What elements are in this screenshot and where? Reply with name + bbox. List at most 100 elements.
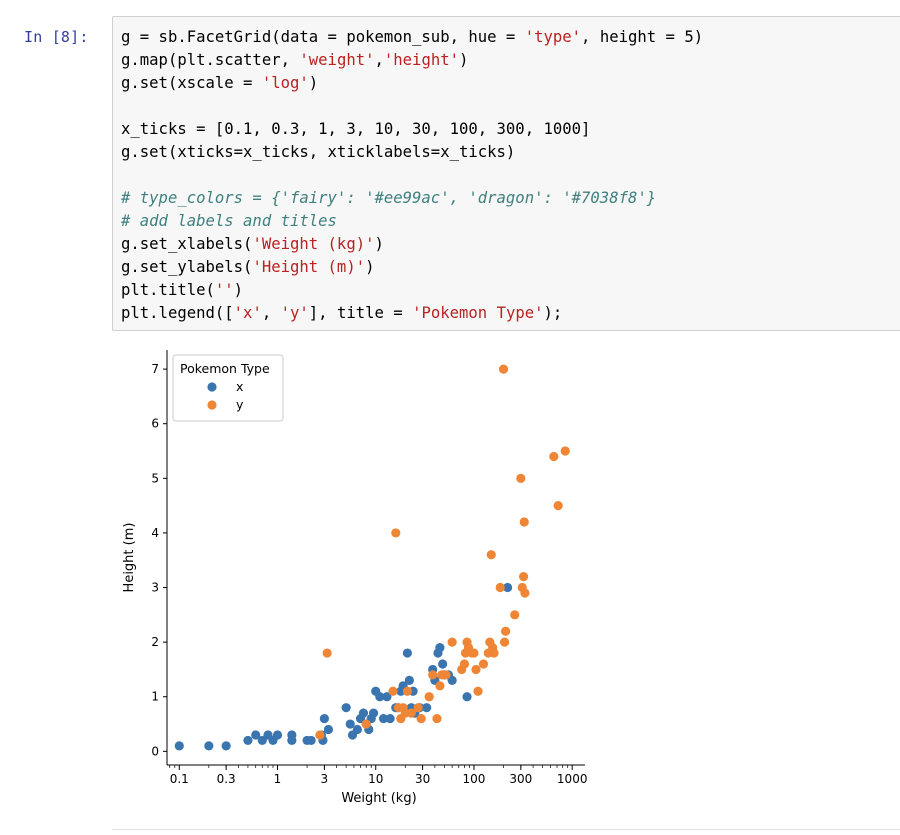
code-token: plt.title( xyxy=(121,281,215,299)
data-point-x xyxy=(358,708,369,718)
data-point-y xyxy=(413,703,423,713)
data-point-y xyxy=(435,681,445,691)
data-point-x xyxy=(323,724,334,735)
data-point-x xyxy=(287,735,297,746)
string-literal: 'log' xyxy=(261,74,309,92)
data-point-x xyxy=(375,692,385,702)
data-point-x xyxy=(319,713,329,724)
data-point-y xyxy=(495,582,505,593)
data-point-x xyxy=(352,724,362,735)
code-line: g = sb.FacetGrid(data = pokemon_sub, hue… xyxy=(121,26,703,49)
data-point-y xyxy=(406,708,416,718)
y-tick-label: 3 xyxy=(151,581,159,595)
code-line: g.set(xscale = 'log') xyxy=(121,72,703,95)
data-point-y xyxy=(322,648,332,658)
string-literal: 'x' xyxy=(233,304,262,322)
data-point-x xyxy=(345,719,355,729)
next-cell-border xyxy=(112,829,900,830)
data-point-y xyxy=(478,659,489,669)
code-token: g.set(xticks=x_ticks, xticklabels=x_tick… xyxy=(121,143,516,161)
x-tick-label: 100 xyxy=(463,772,486,786)
code-token: , height = 5) xyxy=(581,28,704,46)
data-point-x xyxy=(306,735,316,746)
x-tick-label: 0.1 xyxy=(170,772,189,786)
code-token: ) xyxy=(233,281,244,299)
data-point-x xyxy=(221,741,231,751)
data-point-x xyxy=(447,675,457,685)
code-line: plt.title('') xyxy=(121,279,703,302)
legend-title: Pokemon Type xyxy=(180,361,270,376)
data-point-x xyxy=(435,642,445,653)
code-line: g.set_xlabels('Weight (kg)') xyxy=(121,233,703,256)
code-token: ); xyxy=(543,304,563,322)
data-point-x xyxy=(385,713,395,724)
code-comment: # type_colors = {'fairy': '#ee99ac', 'dr… xyxy=(121,189,657,207)
data-point-y xyxy=(441,670,451,680)
x-tick-label: 1000 xyxy=(557,772,588,786)
data-point-y xyxy=(553,501,563,511)
code-line: # add labels and titles xyxy=(121,210,703,233)
data-point-y xyxy=(560,446,570,456)
legend-marker-x xyxy=(207,382,217,392)
code-token: ) xyxy=(459,51,469,69)
data-point-x xyxy=(503,582,513,593)
code-line: g.set(xticks=x_ticks, xticklabels=x_tick… xyxy=(121,141,703,164)
y-tick-label: 6 xyxy=(151,417,159,431)
code-token: g.set(xscale = xyxy=(121,74,262,92)
string-literal: 'Pokemon Type' xyxy=(412,304,544,322)
legend-marker-y xyxy=(207,400,217,410)
input-prompt: In [8]: xyxy=(24,28,89,46)
code-token: , xyxy=(374,51,384,69)
y-tick-label: 1 xyxy=(151,690,159,704)
code-cell[interactable]: g = sb.FacetGrid(data = pokemon_sub, hue… xyxy=(112,16,900,331)
data-point-y xyxy=(473,686,483,696)
code-token: x_ticks = [0.1, 0.3, 1, 3, 10, 30, 100, … xyxy=(121,120,591,138)
scatter-chart: 0 1 2 3 4 5 6 7 0.1 0.3 1 3 10 30 100 300 1000 Weight (kg… xyxy=(122,350,588,806)
data-point-y xyxy=(469,648,479,658)
data-point-x xyxy=(174,741,184,751)
data-point-x xyxy=(382,692,392,702)
data-point-y xyxy=(432,713,442,724)
code-line: x_ticks = [0.1, 0.3, 1, 3, 10, 30, 100, … xyxy=(121,118,703,141)
x-tick-label: 0.3 xyxy=(217,772,236,786)
y-tick-label: 4 xyxy=(151,526,159,540)
string-literal: 'Weight (kg)' xyxy=(252,235,375,253)
code-token: ) xyxy=(365,258,375,276)
data-point-y xyxy=(471,664,481,675)
data-point-y xyxy=(516,473,526,483)
data-point-y xyxy=(424,692,434,702)
code-comment: # add labels and titles xyxy=(121,212,337,230)
data-point-y xyxy=(518,572,529,582)
data-point-y xyxy=(388,686,398,696)
data-point-y xyxy=(459,659,470,669)
data-point-x xyxy=(422,703,432,713)
string-literal: 'y' xyxy=(280,304,309,322)
code-token: g.set_xlabels( xyxy=(121,235,253,253)
code-line xyxy=(121,95,703,118)
data-point-y xyxy=(501,626,511,636)
data-point-y xyxy=(486,550,496,560)
data-point-y xyxy=(510,610,520,620)
y-tick-label: 0 xyxy=(151,744,159,758)
legend-box xyxy=(172,354,284,422)
x-tick-label: 3 xyxy=(321,772,329,786)
code-token: ) xyxy=(308,74,319,92)
data-point-x xyxy=(204,741,214,751)
code-line: # type_colors = {'fairy': '#ee99ac', 'dr… xyxy=(121,187,703,210)
y-tick-label: 7 xyxy=(151,362,159,376)
code-token: ], title = xyxy=(308,304,413,322)
data-point-x xyxy=(257,735,267,746)
data-point-y xyxy=(391,528,401,538)
code-line: plt.legend(['x', 'y'], title = 'Pokemon … xyxy=(121,302,703,325)
y-tick-label: 2 xyxy=(151,635,159,649)
data-point-y xyxy=(416,713,426,724)
data-point-x xyxy=(438,659,448,669)
code-token: g.set_ylabels( xyxy=(121,258,253,276)
x-tick-label: 1 xyxy=(274,772,282,786)
data-point-y xyxy=(549,451,559,462)
data-point-x xyxy=(251,730,261,740)
code-editor[interactable]: g = sb.FacetGrid(data = pokemon_sub, hue… xyxy=(121,26,703,325)
code-token: , xyxy=(261,304,281,322)
data-point-x xyxy=(402,648,412,658)
data-point-y xyxy=(428,670,438,680)
